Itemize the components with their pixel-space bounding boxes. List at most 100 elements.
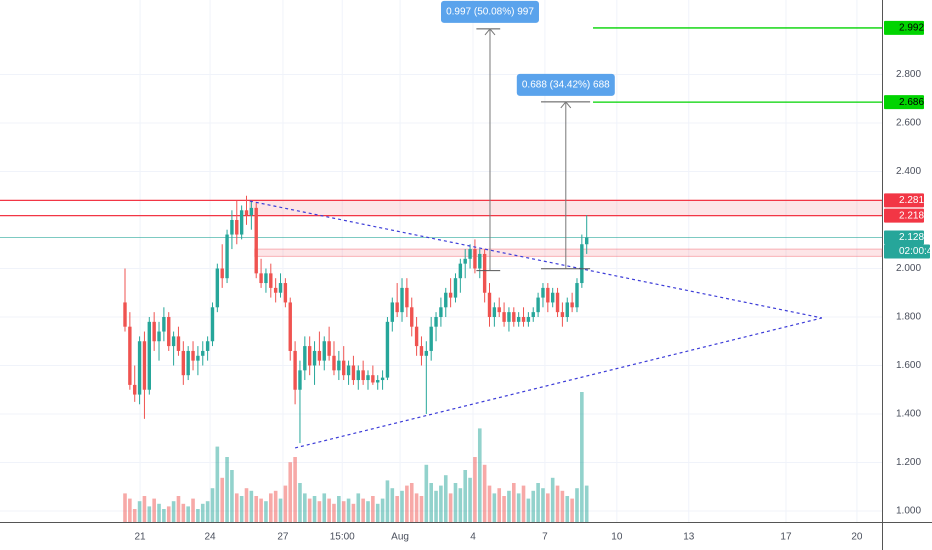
volume-bar	[565, 496, 570, 522]
arrow-head	[484, 28, 496, 36]
candle-body	[585, 237, 589, 245]
candle-body	[385, 321, 390, 378]
x-tick-label: 13	[683, 532, 695, 543]
volume-bar	[375, 503, 380, 522]
x-tick-label: 27	[277, 532, 289, 543]
price-tag	[884, 193, 924, 208]
candle-body	[434, 316, 438, 327]
candle-body	[181, 350, 186, 376]
volume-bar	[550, 477, 555, 522]
volume-bar	[419, 496, 424, 522]
candle-body	[405, 287, 409, 308]
volume-bar	[162, 509, 166, 522]
candle-body	[269, 273, 273, 288]
x-tick-label: Aug	[391, 532, 409, 543]
candle-body	[473, 249, 477, 269]
volume-bar	[439, 485, 443, 522]
plot-area: 0.997 (50.08%) 997 0.688 (34.42%) 688	[0, 0, 883, 522]
volume-bar	[434, 490, 438, 522]
candle-body	[351, 365, 356, 381]
price-tag	[884, 95, 924, 110]
volume-bar	[458, 488, 463, 522]
volume-bar	[303, 493, 307, 522]
volume-bar	[234, 493, 239, 522]
volume-bar	[526, 498, 531, 522]
volume-bar	[546, 493, 550, 522]
volume-bar	[152, 498, 156, 522]
volume-bar	[142, 496, 147, 522]
candle-body	[487, 292, 492, 317]
volume-bar	[468, 477, 472, 522]
volume-bar	[482, 464, 487, 522]
volume-bar	[371, 496, 375, 522]
candle-body	[502, 312, 506, 322]
countdown-label: 02:00:46	[899, 246, 932, 257]
volume-bar	[580, 392, 584, 522]
volume-bar	[322, 493, 327, 522]
volume-bar	[254, 496, 259, 522]
candle-body	[171, 336, 176, 347]
candle-body	[497, 307, 501, 313]
y-tick-label: 1.200	[896, 457, 921, 468]
volume-bar	[512, 483, 516, 522]
y-tick-label: 1.600	[896, 360, 921, 371]
candle-body	[361, 370, 365, 381]
volume-bar	[249, 490, 254, 522]
volume-bar	[341, 501, 346, 522]
volume-bar	[560, 490, 565, 522]
volume-bar	[424, 464, 429, 522]
candle-body	[550, 292, 555, 303]
volume-bar	[176, 496, 181, 522]
volume-bar	[584, 485, 589, 522]
volume-bar	[288, 462, 293, 522]
candle-body	[424, 350, 429, 356]
volume-bar	[327, 498, 331, 522]
volume-bar	[244, 488, 249, 522]
volume-bar	[166, 506, 171, 522]
candle-body	[555, 292, 560, 313]
volume-bar	[492, 493, 497, 522]
volume-bar	[147, 506, 152, 522]
candle-body	[230, 219, 234, 235]
y-tick-label: 1.000	[896, 506, 921, 517]
zone	[254, 248, 883, 257]
price-tag	[884, 20, 924, 35]
volume-bar	[575, 488, 579, 522]
volume-bar	[230, 470, 234, 522]
candle-body	[414, 326, 419, 347]
volume-bar	[239, 496, 244, 522]
price-tag-label: 2.686	[899, 97, 924, 108]
volume-bar	[225, 457, 229, 522]
candle-body	[293, 350, 297, 390]
y-tick-label: 2.600	[896, 118, 921, 129]
volume-bar	[312, 496, 317, 522]
candle-body	[196, 355, 200, 361]
volume-bar	[337, 496, 341, 522]
candle-body	[201, 350, 205, 356]
volume-bar	[429, 483, 433, 522]
volume-bar	[220, 477, 225, 522]
volume-bar	[307, 498, 312, 522]
price-tag-label: 2.281	[899, 195, 924, 206]
x-tick-label: 21	[135, 532, 147, 543]
candle-body	[264, 273, 268, 284]
candle-body	[133, 384, 137, 395]
volume-bar	[317, 501, 322, 522]
volume-bar	[473, 457, 477, 522]
volume-bar	[395, 496, 399, 522]
candle-body	[162, 316, 166, 332]
volume-bar	[346, 498, 351, 522]
candle-body	[419, 346, 424, 356]
candle-body	[205, 341, 210, 351]
volume-bar	[409, 483, 414, 522]
candle-body	[448, 292, 453, 298]
price-tag-label: 2.218	[899, 210, 924, 221]
volume-bar	[264, 501, 268, 522]
candle-body	[570, 302, 574, 308]
volume-bar	[555, 485, 560, 522]
price-tag-label: 2.128	[899, 232, 924, 243]
candle-body	[273, 287, 278, 293]
candle-body	[167, 316, 171, 347]
